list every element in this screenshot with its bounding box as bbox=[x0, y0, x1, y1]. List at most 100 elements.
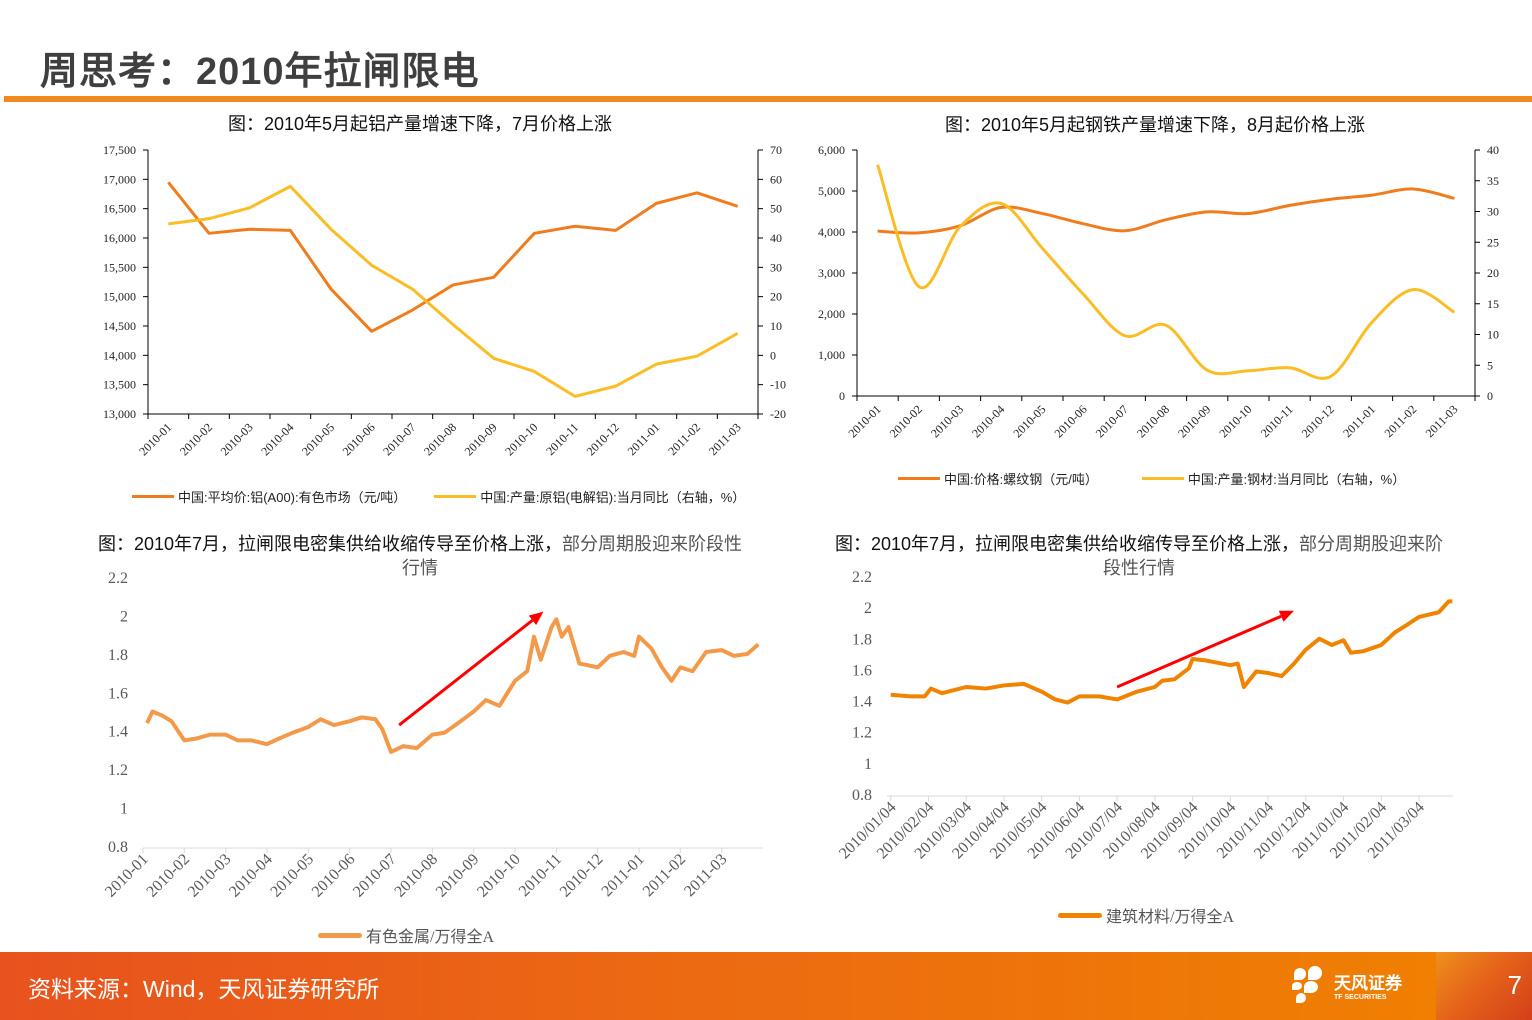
footer-bar: 资料来源：Wind，天风证券研究所 天风证券 TF SECURITIES 7 bbox=[0, 952, 1532, 1020]
x-tick-label: 2011-02 bbox=[665, 420, 703, 458]
x-tick-label: 2010-07 bbox=[380, 420, 418, 458]
legend-label: 有色金属/万得全A bbox=[366, 929, 495, 946]
y-tick-label: 17,000 bbox=[103, 172, 136, 186]
x-tick-label: 2010-02 bbox=[177, 420, 215, 458]
chart2-legend: 中国:价格:螺纹钢（元/吨） 中国:产量:钢材:当月同比（右轴，%） bbox=[898, 469, 1433, 488]
x-tick-label: 2010-04 bbox=[258, 420, 296, 458]
x-tick-label: 2010-03 bbox=[928, 402, 966, 440]
y2-tick-label: 20 bbox=[770, 290, 782, 304]
legend-swatch bbox=[132, 495, 174, 498]
x-tick-label: 2010-11 bbox=[543, 420, 581, 458]
chart1-title: 图：2010年5月起铝产量增速下降，7月价格上涨 bbox=[227, 114, 613, 134]
x-tick-label: 2010-06 bbox=[1052, 402, 1090, 440]
x-tick-label: 2010-12 bbox=[584, 420, 622, 458]
x-tick-label: 2010-08 bbox=[421, 420, 459, 458]
series-line-1 bbox=[877, 187, 1455, 235]
y-tick-label: 1,000 bbox=[818, 348, 845, 362]
y-tick-label: 13,000 bbox=[103, 407, 136, 421]
x-tick-label: 2010-10 bbox=[1216, 402, 1254, 440]
x-tick-label: 2010-06 bbox=[340, 420, 378, 458]
x-tick-label: 2010-02 bbox=[143, 851, 193, 901]
x-tick-label: 2010-05 bbox=[267, 851, 317, 901]
y2-tick-label: -20 bbox=[770, 407, 786, 421]
x-tick-label: 2011-03 bbox=[681, 851, 730, 900]
x-tick-label: 2010-12 bbox=[557, 851, 607, 901]
y2-tick-label: 40 bbox=[770, 231, 782, 245]
x-tick-label: 2010-05 bbox=[1010, 402, 1048, 440]
x-tick-label: 2010-06 bbox=[309, 851, 359, 901]
y2-tick-label: 0 bbox=[1487, 389, 1493, 403]
x-tick-label: 2010-07 bbox=[1093, 402, 1131, 440]
legend-item: 中国:产量:原铝(电解铝):当月同比（右轴，%） bbox=[434, 487, 745, 506]
y-tick-label: 1.6 bbox=[108, 685, 128, 702]
y-tick-label: 0 bbox=[839, 389, 845, 403]
y-tick-label: 1.6 bbox=[852, 662, 872, 679]
legend-swatch bbox=[1058, 912, 1102, 918]
logo-text: 天风证券 bbox=[1334, 974, 1402, 993]
page-number: 7 bbox=[1507, 970, 1522, 1000]
chart2-title: 图：2010年5月起钢铁产量增速下降，8月起价格上涨 bbox=[944, 115, 1366, 135]
y2-tick-label: 50 bbox=[770, 202, 782, 216]
x-tick-label: 2011-02 bbox=[1381, 402, 1419, 440]
y2-tick-label: 0 bbox=[770, 348, 776, 362]
y2-tick-label: 20 bbox=[1487, 266, 1499, 280]
y2-tick-label: 30 bbox=[1487, 205, 1499, 219]
y-tick-label: 16,000 bbox=[103, 231, 136, 245]
y-tick-label: 1.4 bbox=[852, 694, 872, 711]
x-tick-label: 2011-01 bbox=[599, 851, 648, 900]
y2-tick-label: 70 bbox=[770, 143, 782, 157]
chart4-title: 图：2010年7月，拉闸限电密集供给收缩传导至价格上涨，部分周期股迎来阶段性行情 bbox=[832, 532, 1446, 580]
legend-item: 中国:产量:钢材:当月同比（右轴，%） bbox=[1141, 469, 1406, 488]
x-tick-label: 2010-08 bbox=[391, 851, 441, 901]
series-line-1 bbox=[145, 617, 760, 754]
y-tick-label: 1.8 bbox=[108, 647, 128, 664]
legend-item: 有色金属/万得全A bbox=[318, 923, 494, 947]
chart-3: 0.811.21.41.61.822.22010-012010-022010-0… bbox=[102, 570, 763, 901]
x-tick-label: 2010-10 bbox=[502, 420, 540, 458]
legend-label: 中国:产量:原铝(电解铝):当月同比（右轴，%） bbox=[480, 490, 746, 505]
x-tick-label: 2011-03 bbox=[1423, 402, 1461, 440]
trend-arrow-head bbox=[528, 611, 544, 626]
x-tick-label: 2010-11 bbox=[516, 851, 565, 900]
x-tick-label: 2010-04 bbox=[226, 851, 276, 901]
legend-item: 建筑材料/万得全A bbox=[1058, 903, 1234, 927]
x-tick-label: 2010-03 bbox=[185, 851, 235, 901]
x-tick-label: 2011-01 bbox=[625, 420, 663, 458]
y2-tick-label: 40 bbox=[1487, 143, 1499, 157]
x-tick-label: 2010-01 bbox=[136, 420, 174, 458]
y-tick-label: 6,000 bbox=[818, 143, 845, 157]
y-tick-label: 2.2 bbox=[852, 569, 872, 586]
chart-1: 13,000 13,500 14,000 14,500 15,000 15,500 16,0… bbox=[103, 143, 786, 458]
y-tick-label: 17,500 bbox=[103, 143, 136, 157]
x-tick-label: 2010-08 bbox=[1134, 402, 1172, 440]
page-title: 周思考：2010年拉闸限电 bbox=[40, 51, 480, 93]
x-tick-label: 2010-09 bbox=[433, 851, 483, 901]
y2-tick-label: 60 bbox=[770, 172, 782, 186]
legend-item: 中国:价格:螺纹钢（元/吨） bbox=[898, 469, 1098, 488]
x-tick-label: 2010-12 bbox=[1299, 402, 1337, 440]
y-tick-label: 15,000 bbox=[103, 290, 136, 304]
y-tick-label: 1 bbox=[120, 801, 128, 818]
x-tick-label: 2010-11 bbox=[1258, 402, 1296, 440]
series-line-2 bbox=[168, 184, 739, 398]
y-tick-label: 14,500 bbox=[103, 319, 136, 333]
logo-subtext: TF SECURITIES bbox=[1334, 994, 1387, 1001]
company-logo: 天风证券 TF SECURITIES bbox=[1292, 966, 1402, 1004]
y-tick-label: 1.8 bbox=[852, 631, 872, 648]
x-tick-label: 2010-04 bbox=[969, 402, 1007, 440]
chart-2: 0 1,000 2,000 3,000 4,000 5,000 6,000 0 5 10 15 20 2… bbox=[818, 143, 1499, 440]
y2-tick-label: 10 bbox=[1487, 328, 1499, 342]
x-tick-label: 2010-03 bbox=[218, 420, 256, 458]
y2-tick-label: 10 bbox=[770, 319, 782, 333]
y-tick-label: 3,000 bbox=[818, 266, 845, 280]
y-tick-label: 2.2 bbox=[108, 570, 128, 587]
x-tick-label: 2010-02 bbox=[887, 402, 925, 440]
chart4-title-main: 图：2010年7月，拉闸限电密集供给收缩传导至价格上涨， bbox=[834, 534, 1300, 554]
legend-label: 中国:产量:钢材:当月同比（右轴，%） bbox=[1187, 472, 1406, 487]
title-divider bbox=[4, 96, 1532, 102]
x-tick-label: 2010-09 bbox=[462, 420, 500, 458]
trend-arrow-head bbox=[1278, 610, 1295, 622]
x-tick-label: 2011-02 bbox=[640, 851, 689, 900]
y-tick-label: 0.8 bbox=[852, 787, 872, 804]
